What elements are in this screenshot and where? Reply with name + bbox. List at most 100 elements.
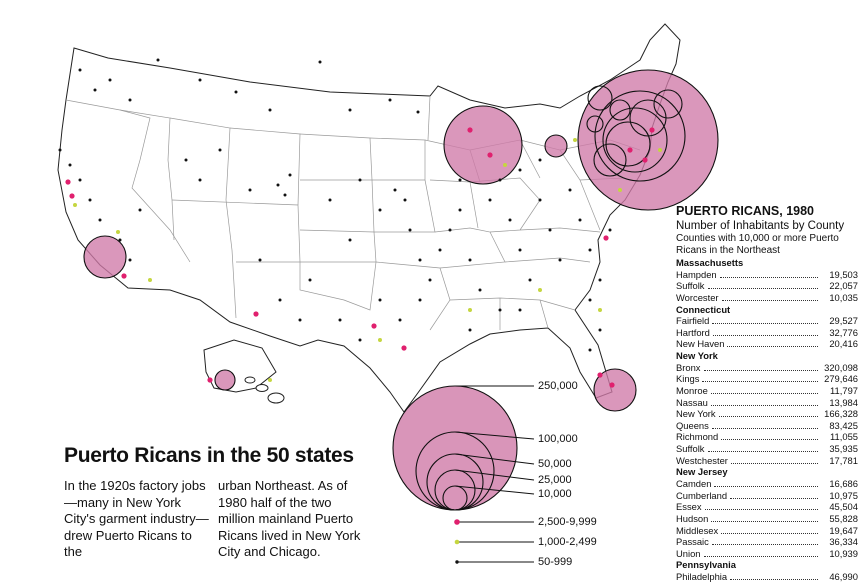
leader-dots: [727, 346, 818, 348]
leader-dots: [711, 520, 818, 522]
county-row: Queens 83,425: [676, 420, 858, 432]
legend-label-dot-small: 50-999: [538, 556, 573, 568]
leader-dots: [730, 462, 818, 464]
county-row: Kings 279,646: [676, 373, 858, 385]
county-value: 320,098: [824, 361, 858, 373]
county-name: Worcester: [676, 291, 719, 303]
county-row: Hudson 55,828: [676, 513, 858, 525]
state-heading: Massachusetts: [676, 257, 744, 268]
county-value: 19,503: [829, 268, 858, 280]
county-name: Suffolk: [676, 443, 705, 455]
leader-dots: [710, 404, 818, 406]
leader-dots: [712, 323, 818, 325]
panel-heading: PUERTO RICANS, 1980: [676, 204, 815, 218]
county-row: Worcester 10,035: [676, 292, 858, 304]
county-name: Camden: [676, 477, 712, 489]
hawaii-islands: [244, 376, 285, 404]
county-name: Hartford: [676, 326, 710, 338]
small-dots: [58, 58, 612, 352]
county-row: Fairfield 29,527: [676, 315, 858, 327]
county-value: 11,797: [830, 384, 858, 396]
county-name: Cumberland: [676, 489, 728, 501]
us-outline: [57, 23, 681, 413]
county-row: Philadelphia 46,990: [676, 571, 858, 583]
county-value: 16,686: [829, 477, 858, 489]
circle-chicago: [443, 105, 523, 185]
county-row: Richmond 11,055: [676, 431, 858, 443]
leader-dots: [704, 509, 818, 511]
county-name: Middlesex: [676, 524, 719, 536]
county-row: New York 166,328: [676, 408, 858, 420]
county-value: 46,990: [829, 571, 858, 583]
legend-dot-small: [455, 560, 459, 564]
county-value: 17,781: [829, 454, 858, 466]
county-name: Kings: [676, 373, 700, 385]
county-name: Nassau: [676, 396, 708, 408]
county-row: Camden 16,686: [676, 478, 858, 490]
county-row: New Haven 20,416: [676, 338, 858, 350]
county-panel: PUERTO RICANS, 1980 Number of Inhabitant…: [676, 204, 858, 583]
legend-label-dot-medium: 1,000-2,499: [538, 536, 597, 548]
county-row: Suffolk 22,057: [676, 280, 858, 292]
county-value: 45,504: [829, 501, 858, 513]
leader-dots: [703, 555, 818, 557]
county-name: Monroe: [676, 384, 708, 396]
county-list: Massachusetts Hampden 19,503 Suffolk 22,057 W…: [676, 257, 858, 583]
county-row: Passaic 36,334: [676, 536, 858, 548]
legend-dot-medium: [454, 539, 460, 545]
county-value: 83,425: [829, 419, 858, 431]
circle-cleveland: [544, 134, 568, 158]
legend-label-dot-large: 2,500-9,999: [538, 516, 597, 528]
leader-dots: [721, 299, 818, 301]
county-name: New York: [676, 408, 716, 420]
county-row: Union 10,939: [676, 548, 858, 560]
state-heading: New York: [676, 350, 718, 362]
legend-circles: [392, 385, 518, 511]
legend-label-50000: 50,000: [538, 458, 572, 470]
state-heading: Connecticut: [676, 303, 731, 315]
state-heading: New Jersey: [676, 466, 728, 478]
county-value: 22,057: [829, 280, 858, 292]
county-row: Suffolk 35,935: [676, 443, 858, 455]
leader-dots: [721, 439, 818, 441]
county-value: 13,984: [829, 396, 858, 408]
county-value: 55,828: [829, 512, 858, 524]
county-row: Cumberland 10,975: [676, 490, 858, 502]
legend-label-100000: 100,000: [538, 433, 578, 445]
leader-dots: [707, 451, 818, 453]
legend-label-25000: 25,000: [538, 474, 572, 486]
county-row: Monroe 11,797: [676, 385, 858, 397]
county-name: Fairfield: [676, 315, 710, 327]
panel-note: Counties with 10,000 or more Puerto Rica…: [676, 233, 839, 256]
leader-dots: [711, 427, 818, 429]
county-value: 279,646: [824, 373, 858, 385]
county-value: 36,334: [829, 536, 858, 548]
county-name: Westchester: [676, 454, 728, 466]
state-heading: Pennsylvania: [676, 559, 736, 571]
large-dots: [65, 127, 655, 388]
county-row: Bronx 320,098: [676, 362, 858, 374]
county-name: Suffolk: [676, 280, 705, 292]
county-name: New Haven: [676, 338, 725, 350]
circle-los-angeles: [83, 235, 127, 279]
map-title: Puerto Ricans in the 50 states: [64, 444, 354, 467]
county-row: Essex 45,504: [676, 501, 858, 513]
legend-circle-250000: [392, 385, 518, 511]
county-value: 32,776: [829, 326, 858, 338]
county-name: Bronx: [676, 361, 701, 373]
leader-dots: [719, 276, 818, 278]
county-name: Hampden: [676, 268, 717, 280]
county-value: 10,035: [829, 291, 858, 303]
county-value: 10,975: [829, 489, 858, 501]
county-value: 10,939: [829, 547, 858, 559]
caption-column-1: In the 1920s factory jobs—many in New Yo…: [64, 478, 209, 559]
leader-dots: [707, 288, 818, 290]
county-value: 19,647: [829, 524, 858, 536]
county-row: Middlesex 19,647: [676, 525, 858, 537]
panel-subheading: Number of Inhabitants by County: [676, 220, 845, 232]
leader-dots: [703, 369, 818, 371]
county-name: Hudson: [676, 512, 709, 524]
alaska-outline: [203, 339, 277, 393]
legend-label-250000: 250,000: [538, 380, 578, 392]
